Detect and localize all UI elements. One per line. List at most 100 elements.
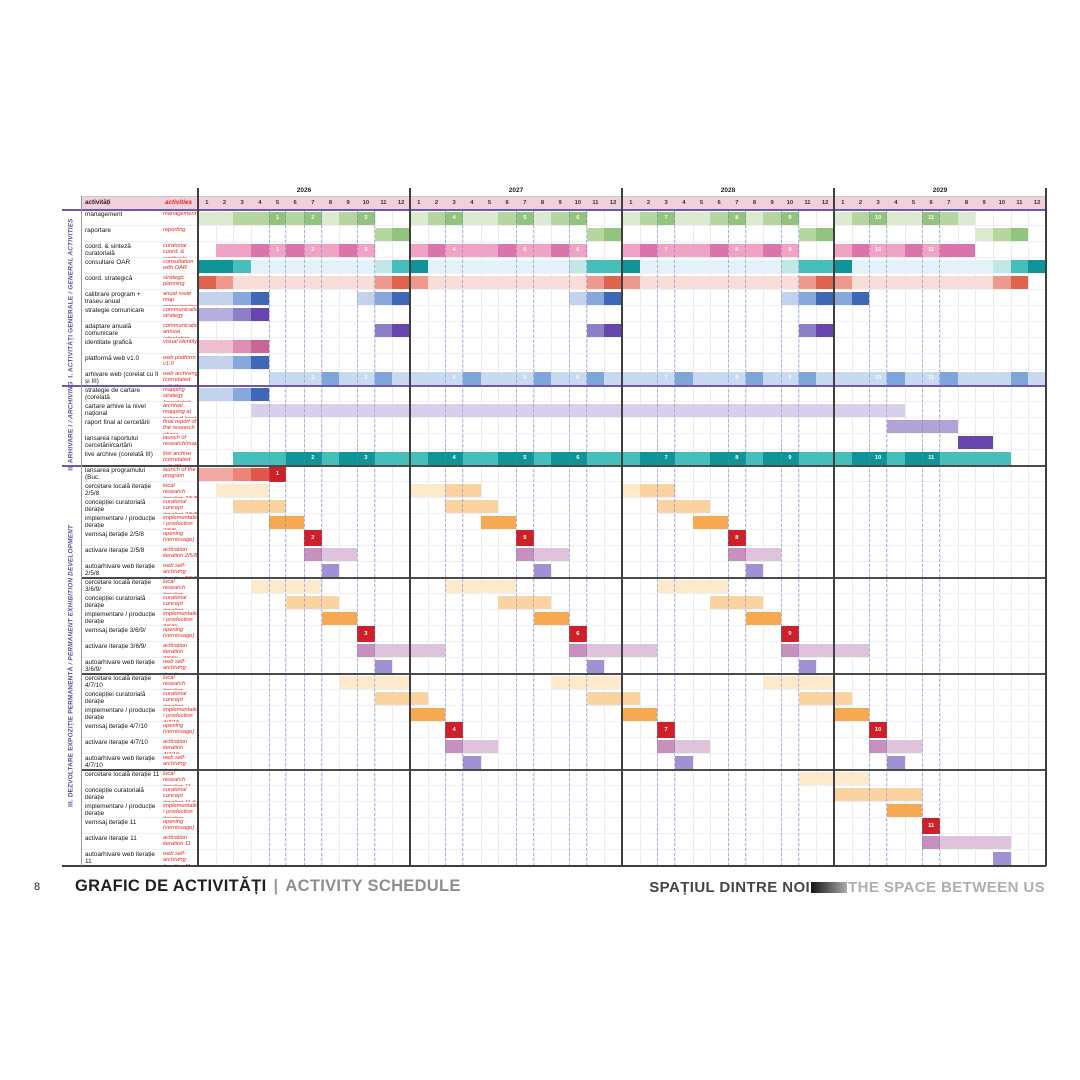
milestone-number: 10	[874, 455, 882, 461]
gantt-row-timeline	[198, 738, 1046, 754]
row-gridline	[82, 833, 1046, 834]
gantt-row-timeline	[198, 498, 1046, 514]
gantt-bar	[639, 275, 799, 289]
row-label-ro: cercetare locală iterație 3/6/9/	[85, 579, 152, 594]
gantt-bar	[586, 451, 640, 465]
gantt-row-timeline	[198, 754, 1046, 770]
month-header-cell: 1	[205, 200, 209, 206]
year-label: 2028	[720, 187, 736, 194]
gantt-bar	[427, 243, 446, 257]
gantt-bar	[445, 483, 481, 497]
month-header-cell: 10	[998, 200, 1006, 206]
gantt-bar	[639, 243, 658, 257]
row-label-ro: coord. & sinteză curatorială	[85, 243, 131, 258]
month-header-cell: 3	[240, 200, 244, 206]
month-header-cell: 10	[786, 200, 794, 206]
year-divider	[1045, 188, 1047, 866]
month-header-cell: 2	[646, 200, 651, 206]
row-gridline	[82, 705, 1046, 706]
table-bottom-line	[62, 865, 1046, 867]
month-gridline	[251, 210, 252, 866]
gantt-bar	[993, 851, 1011, 865]
gantt-bar	[233, 467, 251, 481]
gantt-bar	[1010, 259, 1029, 273]
gantt-bar	[993, 227, 1011, 241]
milestone-guide-column	[357, 210, 375, 866]
month-header-cell: 2	[858, 200, 863, 206]
gantt-bar	[463, 243, 499, 257]
milestone-number: 5	[523, 247, 527, 253]
row-label-en: launch of research/mapping	[163, 435, 198, 448]
milestone-red-box: 8	[728, 530, 746, 546]
gantt-bar	[445, 211, 463, 225]
row-gridline	[82, 353, 1046, 354]
milestone-guide-column	[569, 210, 587, 866]
milestone-guide-column	[657, 210, 675, 866]
gantt-bar	[851, 451, 887, 465]
section-vertical-label-text: III. DEZVOLTARE EXPOZIȚIE PERMANENTĂ / P…	[68, 525, 75, 807]
gantt-bar	[887, 755, 905, 769]
gantt-bar	[410, 211, 428, 225]
month-gridline	[816, 210, 818, 866]
gantt-bar	[657, 579, 728, 593]
row-gridline	[82, 225, 1046, 226]
milestone-number: 9	[788, 247, 792, 253]
gantt-bar	[728, 547, 746, 561]
gantt-bar	[233, 291, 251, 305]
gantt-bar	[374, 659, 393, 673]
row-label-ro: autoarhivare web iterație 3/6/9/	[85, 659, 155, 674]
gantt-bar	[251, 307, 269, 321]
milestone-number: 6	[576, 247, 580, 253]
gantt-bar	[622, 211, 640, 225]
gantt-bar	[834, 787, 923, 801]
row-label-ro: vernisaj iterație 3/6/9/	[85, 627, 146, 634]
gantt-bar	[233, 307, 251, 321]
row-label-en: opening (vernissage)	[163, 819, 195, 832]
row-label-en: activation iteration 4/7/10	[163, 739, 188, 754]
milestone-number: 6	[576, 375, 580, 381]
page-title: GRAFIC DE ACTIVITĂȚI | ACTIVITY SCHEDULE	[75, 877, 461, 896]
gantt-bar	[975, 227, 993, 241]
gantt-bar	[639, 451, 675, 465]
gantt-bar	[198, 275, 216, 289]
row-gridline	[82, 433, 1046, 434]
row-label-ro: vernisaj iterație 2/5/8	[85, 531, 144, 538]
month-gridline	[215, 210, 217, 866]
gantt-row-timeline	[198, 690, 1046, 706]
month-gridline	[763, 210, 765, 866]
gantt-bar	[816, 323, 834, 337]
section-vertical-label: I. ACTIVITĂȚI GENERALE / GENERAL ACTIVIT…	[62, 210, 80, 386]
gantt-bar	[198, 355, 234, 369]
row-label-ro: implementare / producție iterație	[85, 515, 156, 530]
month-gridline	[1028, 210, 1030, 866]
row-label-en: communication annual adaptation	[163, 323, 198, 338]
milestone-guide-column	[304, 210, 322, 866]
gantt-bar	[251, 259, 375, 273]
milestone-number: 8	[735, 247, 739, 253]
month-gridline	[710, 210, 712, 866]
milestone-red-box: 9	[781, 626, 799, 642]
gantt-bar	[957, 211, 976, 225]
gantt-bar	[622, 259, 640, 273]
gantt-bar	[816, 291, 834, 305]
milestone-number: 6	[576, 215, 580, 221]
year-divider	[197, 188, 199, 866]
gantt-bar	[851, 259, 993, 273]
row-label-ro: autoarhivare web iterație 2/5/8	[85, 563, 155, 578]
brand-text-ro: SPAȚIUL DINTRE NOI	[649, 879, 811, 896]
milestone-number: 7	[664, 375, 668, 381]
row-gridline	[82, 817, 1046, 818]
month-gridline	[498, 210, 500, 866]
gantt-bar	[551, 371, 587, 385]
gantt-bar	[569, 643, 587, 657]
month-header-cell: 12	[1033, 200, 1041, 206]
row-label-ro: concepției curatorială iterație	[85, 595, 146, 610]
row-gridline	[82, 561, 1046, 562]
gantt-bar	[569, 243, 587, 257]
gantt-bar	[798, 659, 817, 673]
month-header-cell: 7	[735, 200, 739, 206]
row-label-en: activation iteration 3/6/9/	[163, 643, 188, 658]
milestone-guide-column	[869, 210, 887, 866]
milestone-number: 1	[275, 215, 280, 221]
row-label-en: local research iteration 2/5/8	[163, 483, 197, 498]
